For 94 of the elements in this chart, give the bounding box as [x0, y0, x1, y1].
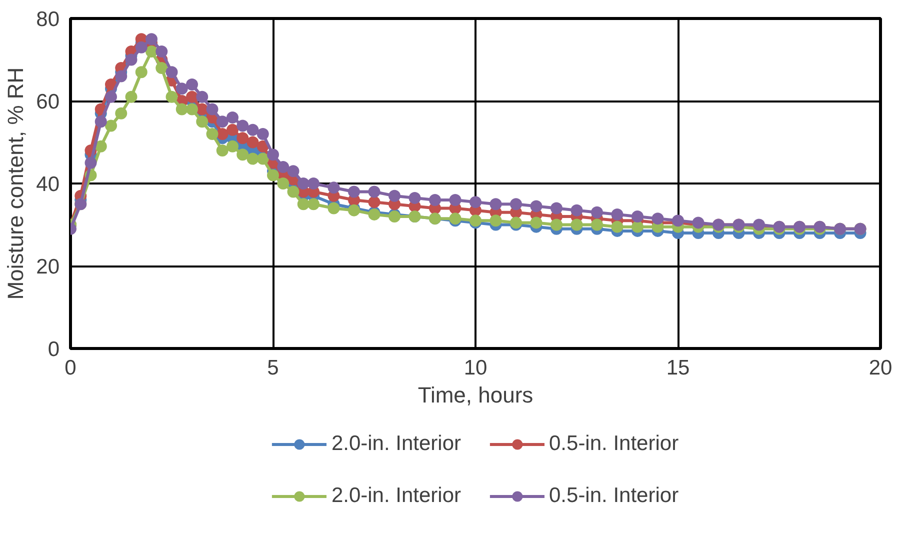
point — [429, 194, 441, 206]
point — [246, 152, 259, 165]
point — [166, 90, 178, 103]
point — [490, 198, 502, 210]
x-axis-title: Time, hours — [418, 382, 534, 408]
point — [226, 112, 238, 124]
point — [256, 128, 269, 140]
y-tick-label: 80 — [36, 8, 60, 31]
point — [308, 198, 320, 210]
point — [368, 196, 380, 208]
point — [550, 202, 562, 214]
point — [510, 198, 522, 210]
point — [287, 165, 300, 178]
point — [84, 156, 97, 169]
point — [297, 178, 310, 190]
point — [135, 41, 148, 54]
point — [328, 202, 340, 214]
point — [206, 128, 218, 140]
point — [570, 204, 583, 216]
point — [105, 78, 117, 90]
point — [94, 116, 107, 128]
point — [115, 70, 128, 82]
point — [348, 186, 360, 198]
x-tick-label: 15 — [666, 356, 690, 380]
point — [490, 214, 502, 227]
point — [216, 128, 228, 140]
legend-label: 2.0-in. Interior — [331, 484, 461, 508]
point — [388, 190, 400, 202]
point — [591, 218, 603, 231]
point — [570, 218, 583, 231]
y-tick-label: 40 — [36, 173, 60, 196]
point — [186, 103, 198, 116]
point — [470, 196, 482, 208]
point — [550, 218, 562, 231]
point — [186, 78, 198, 90]
point — [216, 116, 228, 128]
point — [632, 210, 644, 222]
point — [530, 200, 542, 212]
legend-label: 0.5-in. Interior — [549, 432, 679, 456]
point — [267, 169, 279, 182]
point — [206, 103, 218, 116]
point — [146, 46, 158, 58]
point — [408, 192, 421, 204]
point — [449, 194, 462, 206]
point — [216, 144, 228, 156]
point — [328, 182, 340, 194]
point — [115, 107, 128, 120]
point — [277, 161, 290, 173]
point — [236, 120, 249, 132]
point — [277, 178, 290, 190]
point — [125, 54, 138, 66]
point — [226, 124, 238, 136]
point — [176, 103, 188, 116]
point — [297, 198, 310, 210]
point — [156, 46, 168, 58]
x-tick-label: 20 — [868, 356, 892, 380]
point — [308, 178, 320, 190]
point — [611, 208, 624, 220]
point — [166, 66, 178, 78]
point — [135, 66, 148, 78]
point — [652, 212, 664, 225]
y-tick-label: 60 — [36, 90, 60, 114]
legend-label: 2.0-in. Interior — [331, 432, 461, 456]
y-tick-label: 0 — [48, 338, 60, 361]
point — [186, 90, 198, 103]
point — [287, 186, 300, 198]
point — [246, 136, 259, 148]
point — [105, 90, 117, 103]
point — [368, 186, 380, 198]
point — [156, 62, 168, 74]
point — [246, 124, 259, 136]
point — [267, 148, 279, 161]
point — [176, 82, 188, 95]
point — [226, 140, 238, 152]
y-tick-label: 20 — [36, 256, 60, 278]
x-tick-label: 0 — [64, 356, 76, 380]
point — [94, 140, 107, 152]
point — [256, 152, 269, 165]
x-tick-label: 10 — [464, 356, 488, 380]
point — [236, 148, 249, 161]
point — [591, 206, 603, 218]
point — [632, 220, 644, 233]
legend-label: 0.5-in. Interior — [549, 484, 679, 508]
point — [146, 33, 158, 46]
point — [105, 120, 117, 132]
point — [196, 90, 208, 103]
point — [125, 90, 138, 103]
x-tick-label: 5 — [267, 356, 279, 380]
y-axis-title: Moisture content, % RH — [3, 67, 28, 300]
point — [388, 210, 400, 222]
point — [530, 216, 542, 229]
point — [611, 220, 624, 233]
point — [196, 116, 208, 128]
point — [236, 132, 249, 144]
